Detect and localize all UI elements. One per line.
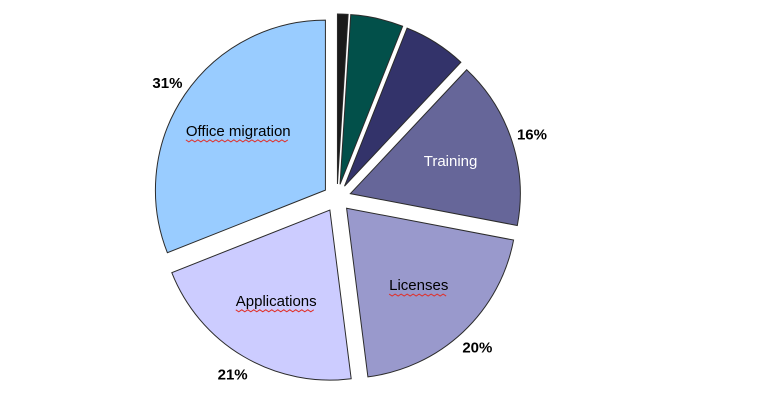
pct-label-office-migration: 31% [152,75,182,92]
pct-label-applications: 21% [218,366,248,383]
pct-label-training: 16% [517,127,547,144]
slice-label-office-migration: Office migration [186,123,291,140]
slice-label-licenses: Licenses [389,277,448,294]
slice-label-training: Training [424,153,478,170]
slice-label-applications: Applications [236,293,317,310]
pct-label-licenses: 20% [462,339,492,356]
